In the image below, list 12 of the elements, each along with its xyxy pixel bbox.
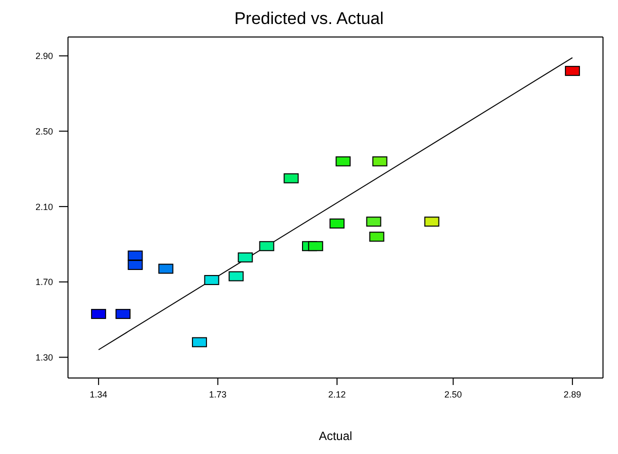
x-tick-label: 2.89 [564, 389, 582, 400]
y-tick-label: 1.70 [35, 277, 53, 288]
x-tick-label: 2.12 [328, 389, 346, 400]
x-axis-title: Actual [318, 429, 352, 443]
y-tick-label: 2.10 [35, 202, 53, 212]
x-tick-label: 1.73 [209, 389, 227, 400]
x-tick-label: 2.50 [444, 389, 462, 400]
x-tick-label: 1.34 [90, 389, 108, 400]
y-tick-label: 1.30 [35, 352, 53, 362]
y-tick-label: 2.90 [35, 51, 53, 62]
y-tick-label: 2.50 [35, 126, 53, 136]
chart-title: Predicted vs. Actual [233, 8, 385, 30]
